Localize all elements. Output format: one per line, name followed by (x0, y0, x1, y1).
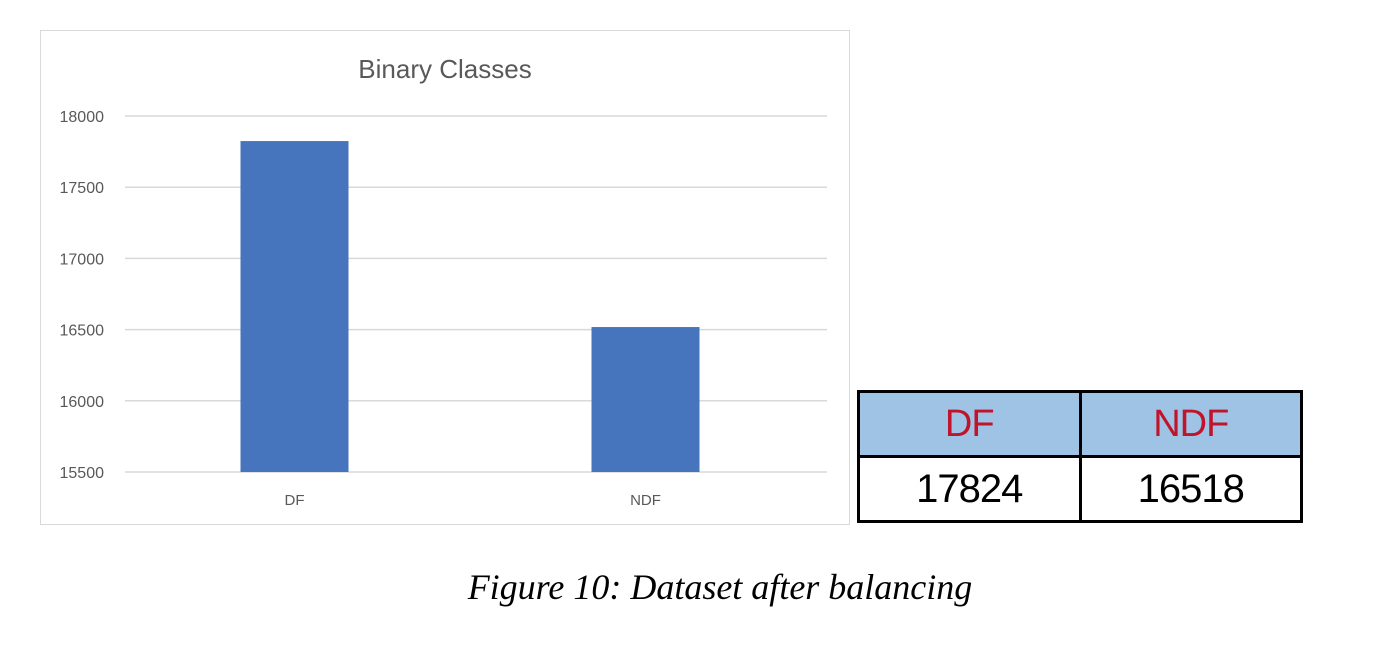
figure-caption: Figure 10: Dataset after balancing (467, 567, 973, 607)
x-axis-categories: DF NDF (285, 492, 661, 509)
y-tick-label: 15500 (60, 465, 105, 482)
table-cell-df-count: 17824 (857, 455, 1082, 523)
gridlines (125, 115, 827, 473)
table-header-ndf: NDF (1078, 390, 1303, 458)
table-row: 17824 16518 (857, 455, 1303, 523)
y-tick-label: 16000 (60, 394, 105, 411)
x-category-label: DF (285, 492, 305, 509)
y-tick-label: 16500 (60, 323, 105, 340)
chart-title: Binary Classes (358, 54, 531, 84)
bar-df (240, 141, 349, 472)
y-tick-label: 18000 (60, 109, 105, 126)
y-axis-ticks: 18000 17500 17000 16500 16000 15500 (60, 109, 105, 482)
bars (240, 141, 700, 472)
class-counts-table: DF NDF 17824 16518 (857, 390, 1303, 523)
bar-ndf (591, 327, 700, 472)
chart-container: Binary Classes 18000 17500 17000 16500 16000… (40, 30, 850, 525)
y-tick-label: 17500 (60, 180, 105, 197)
bar-chart: Binary Classes 18000 17500 17000 16500 16000… (60, 54, 827, 509)
x-category-label: NDF (630, 492, 661, 509)
table-header-df: DF (857, 390, 1082, 458)
table-header-row: DF NDF (857, 390, 1303, 458)
table-cell-ndf-count: 16518 (1078, 455, 1303, 523)
y-tick-label: 17000 (60, 251, 105, 268)
